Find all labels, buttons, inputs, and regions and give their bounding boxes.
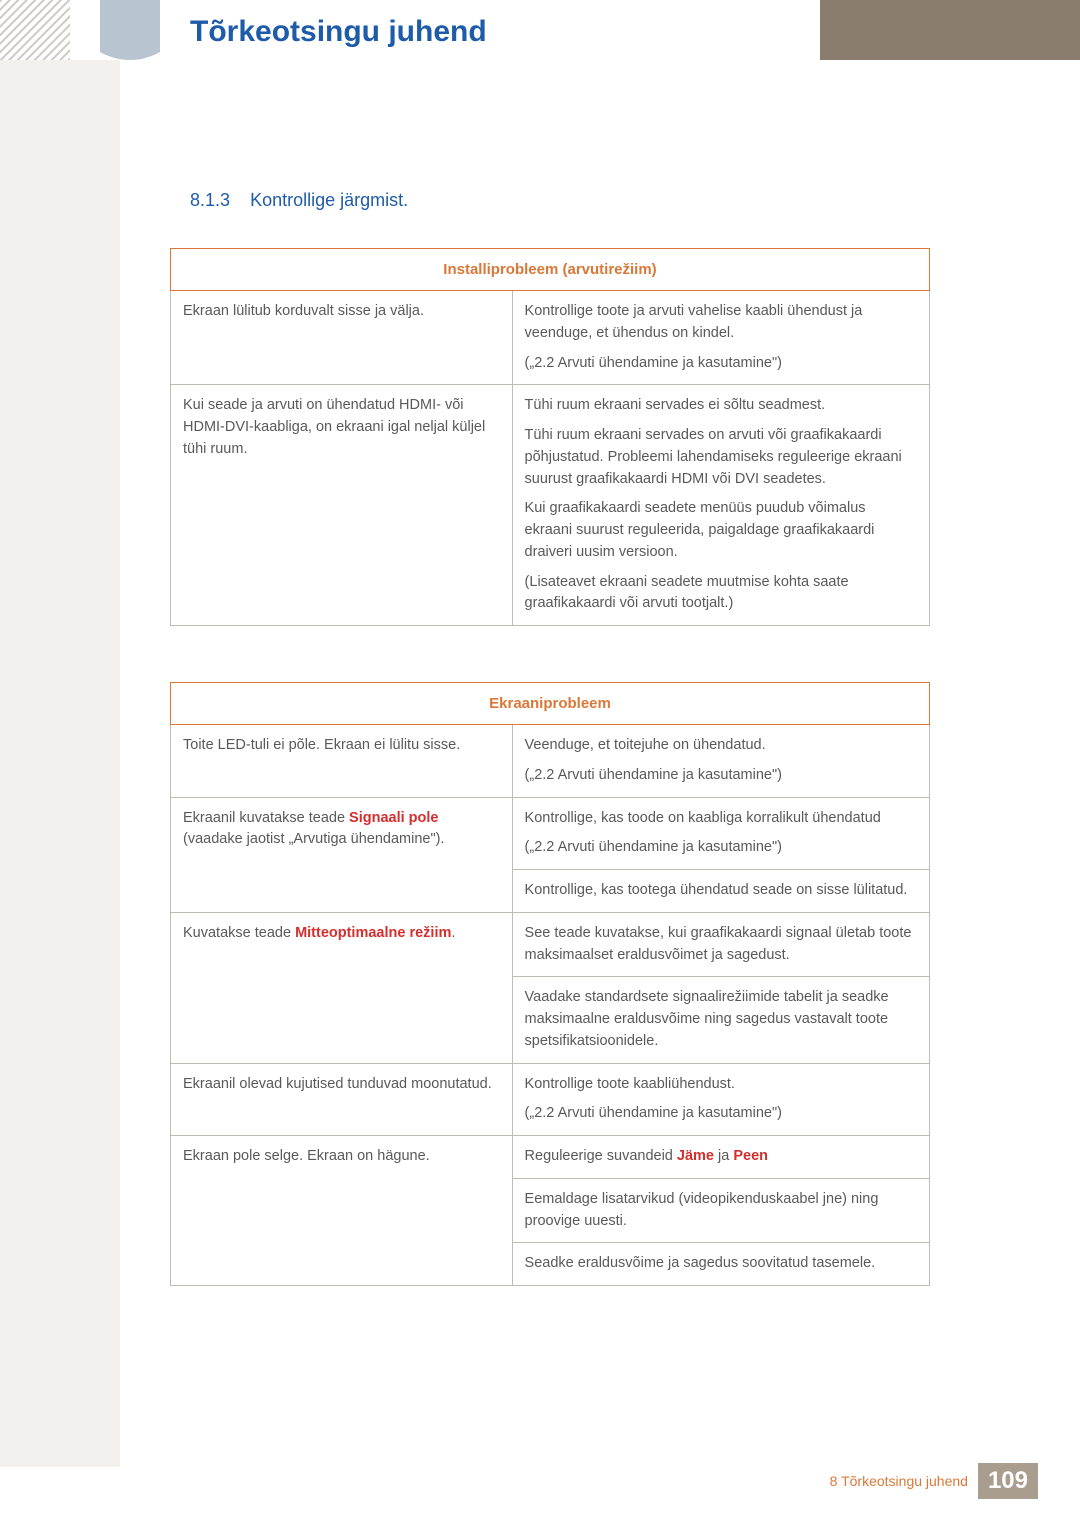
solution-text: Vaadake standardsete signaalirežiimide t… xyxy=(525,987,917,1052)
problem-prefix: Kuvatakse teade xyxy=(183,925,295,941)
problem-suffix: . xyxy=(451,925,455,941)
solution-text: Kui graafikakaardi seadete menüüs puudub… xyxy=(525,498,917,563)
solution-text: Kontrollige, kas toode on kaabliga korra… xyxy=(525,808,917,830)
table-row: Ekraanil olevad kujutised tunduvad moonu… xyxy=(171,1063,930,1136)
diagonal-pattern xyxy=(0,0,70,60)
problem-cell: Ekraanil olevad kujutised tunduvad moonu… xyxy=(171,1063,513,1136)
problem-prefix: Ekraanil kuvatakse teade xyxy=(183,810,349,826)
solution-text: Tühi ruum ekraani servades on arvuti või… xyxy=(525,425,917,490)
problem-cell: Ekraanil kuvatakse teade Signaali pole (… xyxy=(171,797,513,912)
table-row: Kuvatakse teade Mitteoptimaalne režiim. … xyxy=(171,912,930,977)
problem-highlight: Mitteoptimaalne režiim xyxy=(295,925,451,941)
solution-ref: („2.2 Arvuti ühendamine ja kasutamine") xyxy=(525,765,917,787)
table-header: Installiprobleem (arvutirežiim) xyxy=(171,249,930,291)
page-number: 109 xyxy=(978,1463,1038,1499)
solution-text: Eemaldage lisatarvikud (videopikenduskaa… xyxy=(525,1189,917,1233)
solution-ref: („2.2 Arvuti ühendamine ja kasutamine") xyxy=(525,837,917,859)
problem-suffix: (vaadake jaotist „Arvutiga ühendamine"). xyxy=(183,831,444,847)
problem-cell: Kuvatakse teade Mitteoptimaalne režiim. xyxy=(171,912,513,1063)
solution-cell: Vaadake standardsete signaalirežiimide t… xyxy=(512,977,929,1063)
option-highlight: Peen xyxy=(733,1148,768,1164)
problem-cell: Ekraan lülitub korduvalt sisse ja välja. xyxy=(171,291,513,385)
solution-cell: Seadke eraldusvõime ja sagedus soovitatu… xyxy=(512,1243,929,1286)
table-row: Kui seade ja arvuti on ühendatud HDMI- v… xyxy=(171,385,930,626)
solution-text: Seadke eraldusvõime ja sagedus soovitatu… xyxy=(525,1253,917,1275)
footer-chapter: 8 Tõrkeotsingu juhend xyxy=(830,1473,968,1489)
section-title: Kontrollige järgmist. xyxy=(250,190,408,210)
solution-cell: Kontrollige, kas tootega ühendatud seade… xyxy=(512,870,929,913)
solution-text: Reguleerige suvandeid Jäme ja Peen xyxy=(525,1146,917,1168)
solution-text: Kontrollige toote kaabliühendust. xyxy=(525,1074,917,1096)
solution-text: Veenduge, et toitejuhe on ühendatud. xyxy=(525,735,917,757)
section-heading: 8.1.3 Kontrollige järgmist. xyxy=(190,190,408,211)
install-problem-table: Installiprobleem (arvutirežiim) Ekraan l… xyxy=(170,248,930,626)
table-row: Ekraan pole selge. Ekraan on hägune. Reg… xyxy=(171,1136,930,1179)
solution-text: Kontrollige, kas tootega ühendatud seade… xyxy=(525,880,917,902)
solution-text: (Lisateavet ekraani seadete muutmise koh… xyxy=(525,572,917,616)
solution-cell: Veenduge, et toitejuhe on ühendatud. („2… xyxy=(512,725,929,798)
chapter-number-circle xyxy=(100,0,160,60)
problem-highlight: Signaali pole xyxy=(349,810,438,826)
problem-cell: Kui seade ja arvuti on ühendatud HDMI- v… xyxy=(171,385,513,626)
solution-cell: See teade kuvatakse, kui graafikakaardi … xyxy=(512,912,929,977)
solution-ref: („2.2 Arvuti ühendamine ja kasutamine") xyxy=(525,1103,917,1125)
option-highlight: Jäme xyxy=(677,1148,714,1164)
table-row: Toite LED-tuli ei põle. Ekraan ei lülitu… xyxy=(171,725,930,798)
page-title: Tõrkeotsingu juhend xyxy=(190,15,487,49)
problem-cell: Toite LED-tuli ei põle. Ekraan ei lülitu… xyxy=(171,725,513,798)
section-number: 8.1.3 xyxy=(190,190,230,210)
text-mid: ja xyxy=(714,1148,733,1164)
footer: 8 Tõrkeotsingu juhend 109 xyxy=(830,1463,1038,1499)
solution-cell: Tühi ruum ekraani servades ei sõltu sead… xyxy=(512,385,929,626)
left-stripe xyxy=(0,60,120,1467)
solution-text: Kontrollige toote ja arvuti vahelise kaa… xyxy=(525,301,917,345)
solution-cell: Kontrollige, kas toode on kaabliga korra… xyxy=(512,797,929,870)
problem-cell: Ekraan pole selge. Ekraan on hägune. xyxy=(171,1136,513,1286)
solution-cell: Kontrollige toote ja arvuti vahelise kaa… xyxy=(512,291,929,385)
solution-cell: Kontrollige toote kaabliühendust. („2.2 … xyxy=(512,1063,929,1136)
table-header: Ekraaniprobleem xyxy=(171,683,930,725)
solution-text: Tühi ruum ekraani servades ei sõltu sead… xyxy=(525,395,917,417)
text-prefix: Reguleerige suvandeid xyxy=(525,1148,677,1164)
table-row: Ekraan lülitub korduvalt sisse ja välja.… xyxy=(171,291,930,385)
table-row: Ekraanil kuvatakse teade Signaali pole (… xyxy=(171,797,930,870)
screen-problem-table: Ekraaniprobleem Toite LED-tuli ei põle. … xyxy=(170,682,930,1286)
solution-ref: („2.2 Arvuti ühendamine ja kasutamine") xyxy=(525,353,917,375)
solution-cell: Reguleerige suvandeid Jäme ja Peen xyxy=(512,1136,929,1179)
solution-cell: Eemaldage lisatarvikud (videopikenduskaa… xyxy=(512,1178,929,1243)
solution-text: See teade kuvatakse, kui graafikakaardi … xyxy=(525,923,917,967)
